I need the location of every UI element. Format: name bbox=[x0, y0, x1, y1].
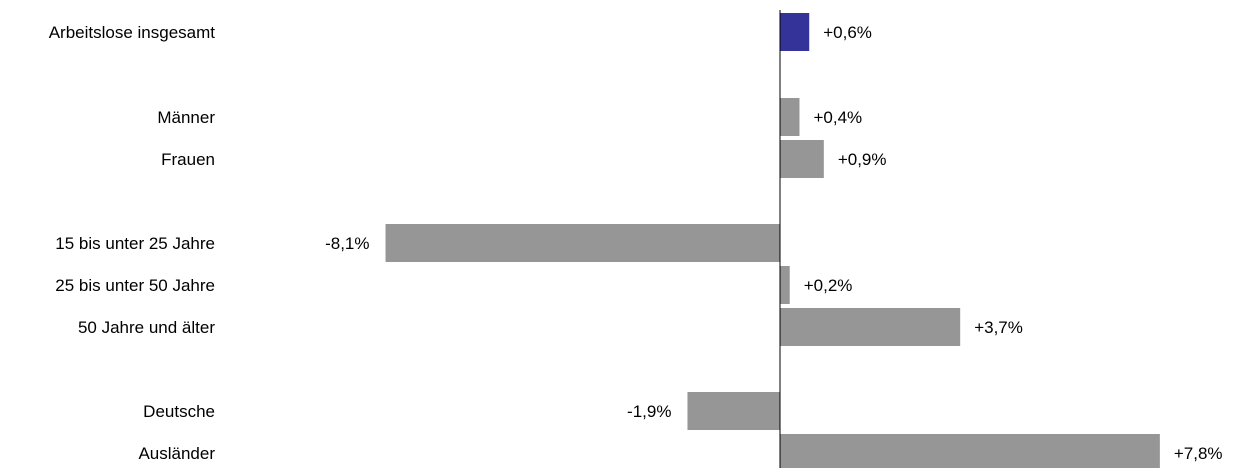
value-label-4: +0,2% bbox=[804, 276, 853, 295]
category-label-0: Arbeitslose insgesamt bbox=[49, 23, 216, 42]
category-label-4: 25 bis unter 50 Jahre bbox=[55, 276, 215, 295]
value-label-1: +0,4% bbox=[813, 108, 862, 127]
bar-7 bbox=[780, 434, 1160, 468]
labels-layer: Arbeitslose insgesamt +0,6% Männer +0,4% Fra… bbox=[49, 23, 1223, 463]
value-label-0: +0,6% bbox=[823, 23, 872, 42]
category-label-5: 50 Jahre und älter bbox=[78, 318, 215, 337]
bar-5 bbox=[780, 308, 961, 346]
value-label-2: +0,9% bbox=[838, 150, 887, 169]
bar-3 bbox=[385, 224, 780, 262]
bar-2 bbox=[780, 140, 824, 178]
category-label-2: Frauen bbox=[161, 150, 215, 169]
bars-layer bbox=[385, 13, 1160, 468]
category-label-1: Männer bbox=[157, 108, 215, 127]
value-label-3: -8,1% bbox=[325, 234, 369, 253]
bar-4 bbox=[780, 266, 790, 304]
bar-1 bbox=[780, 98, 800, 136]
category-label-3: 15 bis unter 25 Jahre bbox=[55, 234, 215, 253]
value-label-7: +7,8% bbox=[1174, 444, 1223, 463]
bar-0 bbox=[780, 13, 810, 51]
value-label-6: -1,9% bbox=[627, 402, 671, 421]
bar-6 bbox=[687, 392, 780, 430]
category-label-6: Deutsche bbox=[143, 402, 215, 421]
category-label-7: Ausländer bbox=[138, 444, 215, 463]
value-label-5: +3,7% bbox=[974, 318, 1023, 337]
